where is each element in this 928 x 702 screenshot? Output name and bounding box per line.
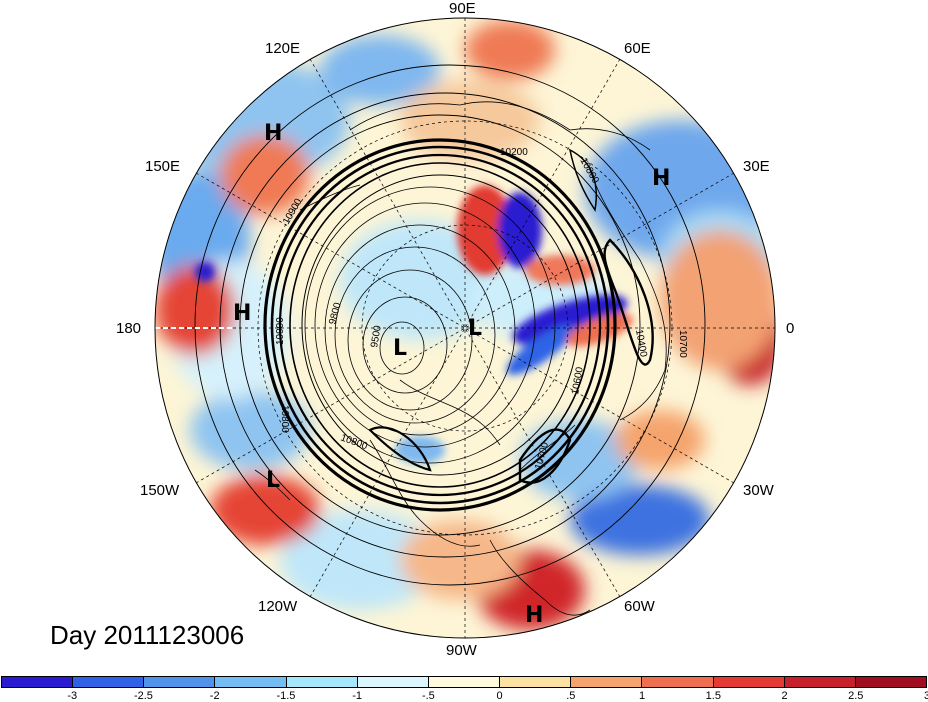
colorbar-segment bbox=[286, 677, 358, 687]
lon-label-90e: 90E bbox=[449, 0, 476, 17]
colorbar-segment bbox=[73, 677, 145, 687]
lon-label-150e: 150E bbox=[145, 158, 181, 175]
colorbar-tick-label: .5 bbox=[566, 690, 576, 702]
lon-label-120w: 120W bbox=[258, 598, 298, 615]
high-center: H bbox=[264, 121, 282, 146]
contour-label: 10800 bbox=[279, 405, 290, 433]
pressure-centers: H H H H L L L bbox=[233, 121, 670, 628]
colorbar-tick-label: 0 bbox=[496, 690, 503, 702]
colorbar-tick-label: -1 bbox=[352, 690, 363, 702]
colorbar bbox=[1, 676, 927, 688]
colorbar-segment bbox=[357, 677, 429, 687]
graticule bbox=[155, 18, 775, 638]
colorbar-tick-label: 2 bbox=[781, 690, 788, 702]
high-center: H bbox=[652, 166, 670, 191]
low-center: L bbox=[393, 336, 407, 361]
low-center: L bbox=[468, 316, 482, 341]
lon-label-90w: 90W bbox=[446, 642, 477, 659]
colorbar-segment bbox=[500, 677, 572, 687]
contour-label: 9500 bbox=[369, 324, 384, 348]
lon-label-180: 180 bbox=[116, 320, 142, 337]
lon-label-0: 0 bbox=[786, 320, 795, 337]
height-contours bbox=[194, 64, 706, 586]
lon-label-120e: 120E bbox=[265, 40, 301, 57]
contour-label: 10200 bbox=[500, 147, 528, 158]
contour-label: 10900 bbox=[275, 317, 286, 345]
high-center: H bbox=[525, 603, 543, 628]
colorbar-segment bbox=[215, 677, 287, 687]
colorbar-tick-label: -3 bbox=[67, 690, 78, 702]
day-title: Day 2011123006 bbox=[50, 620, 245, 650]
colorbar-tick-label: -.5 bbox=[421, 690, 435, 702]
colorbar-tick-label: 2.5 bbox=[848, 690, 864, 702]
lon-label-60w: 60W bbox=[624, 598, 655, 615]
high-center: H bbox=[233, 301, 251, 326]
colorbar-tick-label: 3 bbox=[923, 690, 928, 702]
colorbar-tick-label: 1 bbox=[639, 690, 646, 702]
contour-label: 10600 bbox=[570, 366, 586, 396]
lon-label-60e: 60E bbox=[624, 40, 651, 57]
colorbar-segment bbox=[428, 677, 501, 687]
colorbar-segment bbox=[144, 677, 216, 687]
contour-label: 10400 bbox=[633, 329, 649, 359]
low-center: L bbox=[266, 468, 280, 493]
colorbar-segment bbox=[855, 677, 927, 687]
colorbar-segment bbox=[713, 677, 785, 687]
colorbar-segment bbox=[571, 677, 643, 687]
contour-label: 10700 bbox=[677, 330, 688, 358]
colorbar-tick-label: -2.5 bbox=[133, 690, 153, 702]
colorbar-tick-label: -1.5 bbox=[276, 690, 296, 702]
map-boundary bbox=[154, 17, 776, 639]
colorbar-tick-label: 1.5 bbox=[705, 690, 721, 702]
lon-label-150w: 150W bbox=[140, 482, 180, 499]
colorbar-tick-label: -2 bbox=[209, 690, 220, 702]
colorbar-segment bbox=[2, 677, 74, 687]
lon-label-30e: 30E bbox=[743, 158, 770, 175]
lon-label-30w: 30W bbox=[743, 482, 774, 499]
colorbar-segment bbox=[784, 677, 856, 687]
colorbar-segment bbox=[642, 677, 714, 687]
